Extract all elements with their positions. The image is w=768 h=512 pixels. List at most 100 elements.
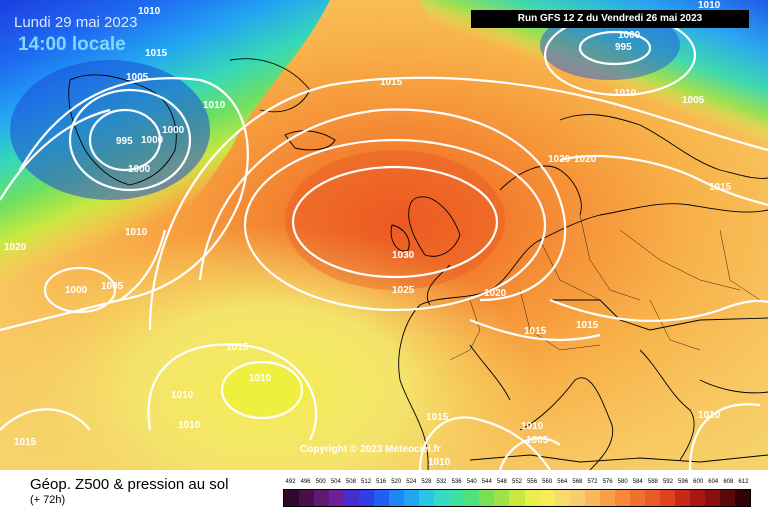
isobar-label: 1015 [576,320,599,331]
scale-label: 524 [406,479,417,485]
isobar-label: 1010 [178,420,201,431]
scale-swatch [509,490,525,506]
isobar-label: 1010 [698,410,721,421]
scale-label: 536 [451,479,462,485]
scale-label: 564 [557,479,568,485]
isobar-label: 1000 [618,30,641,41]
scale-label: 556 [527,479,538,485]
isobar-label: 1015 [226,342,249,353]
scale-label: 560 [542,479,553,485]
isobar-label: 1010 [249,373,272,384]
isobar-labels: 1010 1015 1005 995 1000 1000 1000 1010 1… [4,0,732,468]
scale-swatch [449,490,465,506]
isobar-label: 1015 [426,412,449,423]
isobar-label: 1000 [65,285,88,296]
isobar-label: 1010 [125,227,148,238]
scale-swatch [479,490,495,506]
copyright-text: Copyright © 2023 Meteociel.fr [300,444,441,455]
isobar-label: 1010 [203,100,226,111]
isobar-label: 1005 [101,281,124,292]
scale-swatch [539,490,555,506]
scale-label: 548 [496,479,507,485]
isobar-label: 1030 [392,250,415,261]
scale-label: 612 [738,479,749,485]
isobar-label: 1000 [162,125,185,136]
scale-label: 532 [436,479,447,485]
scale-swatch [629,490,645,506]
scale-swatch [554,490,570,506]
scale-label: 512 [361,479,372,485]
scale-swatch [659,490,675,506]
scale-swatch [389,490,405,506]
scale-swatch [299,490,315,506]
isobar-label: 1010 [521,421,544,432]
scale-swatch [374,490,390,506]
color-scale-bar [283,489,751,507]
isobar-label: 995 [615,42,632,53]
scale-swatch [734,490,750,506]
isobar-label: 1005 [682,95,705,106]
scale-swatch [689,490,705,506]
scale-label: 496 [300,479,311,485]
scale-swatch [569,490,585,506]
scale-swatch [359,490,375,506]
scale-swatch [524,490,540,506]
scale-swatch [704,490,720,506]
isobar-label: 1020 [484,288,507,299]
geopotential-map: 1010 1015 1005 995 1000 1000 1000 1010 1… [0,0,768,470]
isobar-label: 1025 [392,285,415,296]
isobar-label: 1020 [574,154,597,165]
valid-date: Lundi 29 mai 2023 [14,14,138,31]
scale-label: 572 [587,479,598,485]
isobar-label: 1015 [524,326,547,337]
scale-swatch [674,490,690,506]
isobar-label: 1005 [526,435,549,446]
scale-label: 520 [391,479,402,485]
scale-swatch [284,490,300,506]
valid-time: 14:00 locale [18,34,126,55]
isobar-label: 1000 [141,135,164,146]
scale-label: 596 [678,479,689,485]
isobar-label: 1015 [145,48,168,59]
scale-swatch [464,490,480,506]
scale-label: 508 [345,479,356,485]
isobar-label: 1010 [428,457,451,468]
scale-label: 504 [330,479,341,485]
scale-swatch [329,490,345,506]
scale-label: 492 [285,479,296,485]
isobar-label: 1020 [4,242,27,253]
isobar-label: 1010 [138,6,161,17]
scale-label: 604 [708,479,719,485]
scale-swatch [599,490,615,506]
scale-swatch [614,490,630,506]
scale-label: 592 [662,479,673,485]
isobar-label: 1005 [126,72,149,83]
isobar-label: 1010 [698,0,721,11]
isobar-label: 995 [116,136,133,147]
scale-swatch [434,490,450,506]
country-borders [449,214,761,361]
scale-label: 540 [466,479,477,485]
scale-swatch [404,490,420,506]
isobar-label: 1000 [128,164,151,175]
scale-label: 584 [632,479,643,485]
forecast-offset: (+ 72h) [30,494,66,506]
scale-label: 580 [617,479,628,485]
scale-swatch [314,490,330,506]
isobar-label: 1010 [614,88,637,99]
scale-swatch [344,490,360,506]
scale-swatch [644,490,660,506]
scale-label: 544 [481,479,492,485]
scale-label: 516 [376,479,387,485]
isobar-label: 1015 [709,182,732,193]
scale-label: 500 [315,479,326,485]
scale-label: 608 [723,479,734,485]
isobar-label: 1010 [171,390,194,401]
scale-label: 576 [602,479,613,485]
scale-label: 568 [572,479,583,485]
scale-swatch [584,490,600,506]
model-run-label: Run GFS 12 Z du Vendredi 26 mai 2023 [471,10,749,28]
isobar-label: 1015 [380,77,403,88]
color-scale-labels: 492 496 500 504 508 512 516 520 524 528 532 536 540 5… [283,479,751,488]
